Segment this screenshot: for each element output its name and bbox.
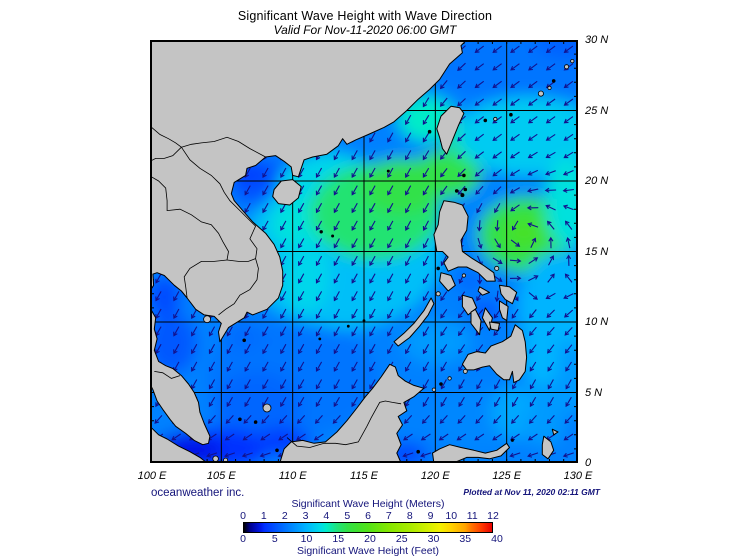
lon-tick-100e: 100 E xyxy=(137,470,167,482)
credit-text: oceanweather inc. xyxy=(151,487,245,499)
page-title: Significant Wave Height with Wave Direct… xyxy=(237,9,493,23)
legend-feet-tick: 40 xyxy=(491,533,503,545)
legend-feet-tick: 30 xyxy=(427,533,440,545)
legend-meters-tick: 9 xyxy=(427,510,434,522)
legend-feet-tick: 5 xyxy=(271,533,278,545)
page-subtitle: Valid For Nov-11-2020 06:00 GMT xyxy=(273,23,457,37)
legend-meters-tick: 8 xyxy=(406,510,413,522)
legend-meters-tick: 10 xyxy=(445,510,458,522)
legend-feet-tick: 15 xyxy=(332,533,345,545)
colorbar-feet-title: Significant Wave Height (Feet) xyxy=(296,545,439,557)
legend-meters-tick: 12 xyxy=(487,510,499,522)
lat-tick-15n: 15 N xyxy=(585,245,609,258)
lon-tick-105e: 105 E xyxy=(206,470,236,482)
legend-feet-tick: 10 xyxy=(300,533,313,545)
lat-tick-5n: 5 N xyxy=(585,386,603,399)
legend-meters-tick: 7 xyxy=(385,510,392,522)
legend-meters-tick: 11 xyxy=(466,510,478,522)
legend-feet-tick: 0 xyxy=(240,533,246,545)
small-islands xyxy=(203,58,575,463)
legend-meters-tick: 0 xyxy=(240,510,246,522)
legend-meters-tick: 2 xyxy=(281,510,288,522)
legend-meters-tick: 6 xyxy=(365,510,371,522)
lon-tick-130e: 130 E xyxy=(563,470,593,482)
lon-tick-125e: 125 E xyxy=(492,470,522,482)
legend-meters-tick: 5 xyxy=(344,510,351,522)
lon-tick-115e: 115 E xyxy=(350,470,378,482)
lat-tick-10n: 10 N xyxy=(585,316,609,328)
landmasses xyxy=(150,40,559,463)
lat-tick-20n: 20 N xyxy=(585,175,609,187)
lat-tick-0: 0 xyxy=(585,457,592,469)
lon-tick-110e: 110 E xyxy=(278,470,307,482)
colorbar-meters-title: Significant Wave Height (Meters) xyxy=(291,498,445,510)
lat-tick-30n: 30 N xyxy=(585,34,609,46)
map-frame xyxy=(150,40,578,463)
colorbar xyxy=(243,522,493,533)
plotted-at-text: Plotted at Nov 11, 2020 02:11 GMT xyxy=(463,487,600,497)
colorbar-feet-ticks: 0 5 10 15 20 25 30 35 40 xyxy=(240,533,503,545)
legend-feet-tick: 20 xyxy=(364,533,376,545)
legend-meters-tick: 3 xyxy=(302,510,309,522)
legend-feet-tick: 35 xyxy=(459,533,472,545)
legend-feet-tick: 25 xyxy=(395,533,408,545)
legend-meters-tick: 4 xyxy=(323,510,330,522)
colorbar-meters-ticks: 0 1 2 3 4 5 6 7 8 9 10 11 12 xyxy=(240,510,499,522)
wave-height-map xyxy=(150,40,578,463)
legend-meters-tick: 1 xyxy=(260,510,267,522)
lon-tick-120e: 120 E xyxy=(420,470,450,482)
lat-tick-25n: 25 N xyxy=(585,104,609,117)
country-borders xyxy=(150,125,402,448)
